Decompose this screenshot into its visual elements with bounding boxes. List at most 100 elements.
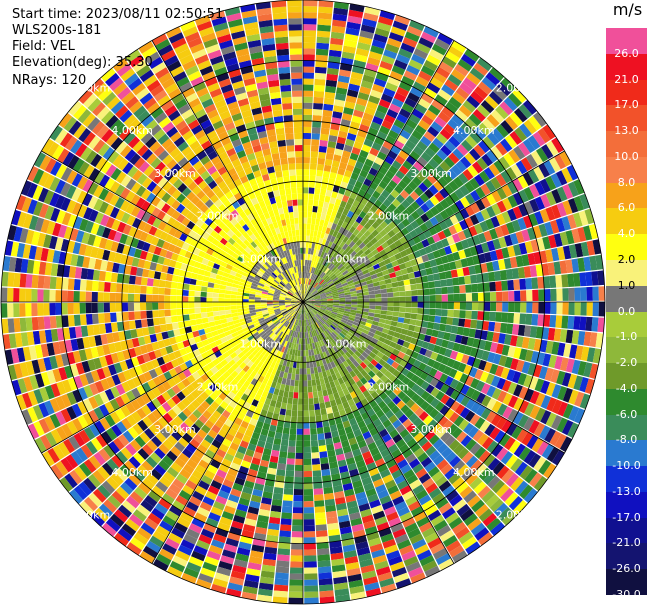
velocity-gate xyxy=(385,135,396,145)
velocity-gate xyxy=(371,39,386,49)
velocity-gate xyxy=(447,286,454,294)
velocity-gate xyxy=(336,284,343,289)
velocity-gate xyxy=(432,250,441,259)
velocity-gate xyxy=(405,223,415,233)
velocity-gate xyxy=(406,423,417,433)
velocity-gate xyxy=(408,343,416,351)
velocity-gate xyxy=(489,363,499,375)
velocity-gate xyxy=(295,374,300,381)
velocity-gate xyxy=(310,266,315,274)
velocity-gate xyxy=(194,307,201,314)
velocity-gate xyxy=(350,346,357,354)
velocity-gate xyxy=(335,261,342,268)
velocity-gate xyxy=(333,337,340,345)
velocity-gate xyxy=(423,130,436,142)
velocity-gate xyxy=(440,383,450,394)
velocity-gate xyxy=(510,458,523,473)
velocity-gate xyxy=(404,260,412,268)
velocity-gate xyxy=(308,302,316,304)
velocity-gate xyxy=(218,289,226,294)
velocity-gate xyxy=(320,303,328,306)
velocity-gate xyxy=(372,320,379,326)
velocity-gate xyxy=(332,251,339,258)
velocity-gate xyxy=(427,343,436,352)
velocity-gate xyxy=(373,313,381,319)
velocity-gate xyxy=(432,71,447,84)
velocity-gate xyxy=(436,149,448,161)
velocity-gate xyxy=(371,162,381,171)
velocity-gate xyxy=(13,272,21,288)
velocity-gate xyxy=(520,157,533,172)
velocity-gate xyxy=(400,464,412,475)
velocity-gate xyxy=(470,389,481,401)
velocity-gate xyxy=(504,356,514,369)
velocity-gate xyxy=(273,584,289,592)
velocity-gate xyxy=(416,313,424,321)
velocity-gate xyxy=(332,345,339,353)
velocity-gate xyxy=(388,32,404,43)
velocity-gate xyxy=(477,81,493,95)
velocity-gate xyxy=(423,308,430,315)
velocity-gate xyxy=(306,319,310,326)
velocity-gate xyxy=(335,93,347,101)
velocity-gate xyxy=(317,560,331,568)
velocity-gate xyxy=(413,511,427,523)
velocity-gate xyxy=(218,293,225,298)
velocity-gate xyxy=(477,311,484,321)
velocity-gate xyxy=(320,182,328,190)
velocity-gate xyxy=(454,211,465,222)
velocity-gate xyxy=(303,60,315,67)
velocity-gate xyxy=(481,272,490,283)
velocity-gate xyxy=(303,132,312,140)
velocity-gate xyxy=(490,302,497,312)
velocity-gate xyxy=(399,302,406,307)
velocity-gate xyxy=(424,461,437,473)
velocity-gate xyxy=(464,410,476,423)
velocity-gate xyxy=(496,200,507,213)
velocity-gate xyxy=(410,220,420,230)
velocity-gate xyxy=(303,422,310,429)
velocity-gate xyxy=(568,198,579,214)
velocity-gate xyxy=(556,417,568,433)
velocity-gate xyxy=(396,338,405,346)
velocity-gate xyxy=(318,237,324,245)
velocity-gate xyxy=(395,170,406,180)
velocity-gate xyxy=(453,302,461,310)
velocity-gate xyxy=(440,144,452,157)
velocity-gate xyxy=(315,268,320,276)
velocity-gate xyxy=(404,185,414,195)
velocity-gate xyxy=(25,288,32,302)
velocity-gate xyxy=(310,318,314,325)
velocity-gate xyxy=(383,362,391,371)
velocity-gate xyxy=(362,450,372,460)
velocity-gate xyxy=(128,320,136,330)
velocity-gate xyxy=(304,307,307,314)
velocity-gate xyxy=(583,362,593,378)
velocity-gate xyxy=(336,350,343,358)
velocity-gate xyxy=(219,314,227,320)
velocity-gate xyxy=(411,295,418,302)
velocity-gate xyxy=(299,368,303,375)
velocity-gate xyxy=(369,543,384,553)
velocity-gate xyxy=(375,297,382,302)
velocity-gate xyxy=(337,273,344,279)
velocity-gate xyxy=(339,302,346,305)
velocity-gate xyxy=(410,506,424,517)
velocity-gate xyxy=(386,310,394,316)
velocity-gate xyxy=(427,252,435,261)
velocity-gate xyxy=(314,298,321,301)
velocity-gate xyxy=(312,391,319,399)
velocity-gate xyxy=(291,525,303,532)
velocity-gate xyxy=(426,173,438,185)
velocity-gate xyxy=(518,400,530,414)
velocity-gate xyxy=(189,319,197,326)
velocity-gate xyxy=(537,128,551,144)
velocity-gate xyxy=(315,300,322,302)
velocity-gate xyxy=(512,178,524,192)
velocity-gate xyxy=(480,196,491,209)
velocity-gate xyxy=(373,33,388,44)
velocity-gate xyxy=(574,391,585,407)
velocity-gate xyxy=(371,259,379,267)
velocity-gate xyxy=(376,245,384,253)
velocity-gate xyxy=(393,302,400,307)
